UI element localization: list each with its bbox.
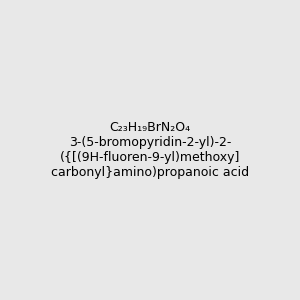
Text: C₂₃H₁₉BrN₂O₄
3-(5-bromopyridin-2-yl)-2-
({[(9H-fluoren-9-yl)methoxy]
carbonyl}am: C₂₃H₁₉BrN₂O₄ 3-(5-bromopyridin-2-yl)-2- … [51, 121, 249, 179]
